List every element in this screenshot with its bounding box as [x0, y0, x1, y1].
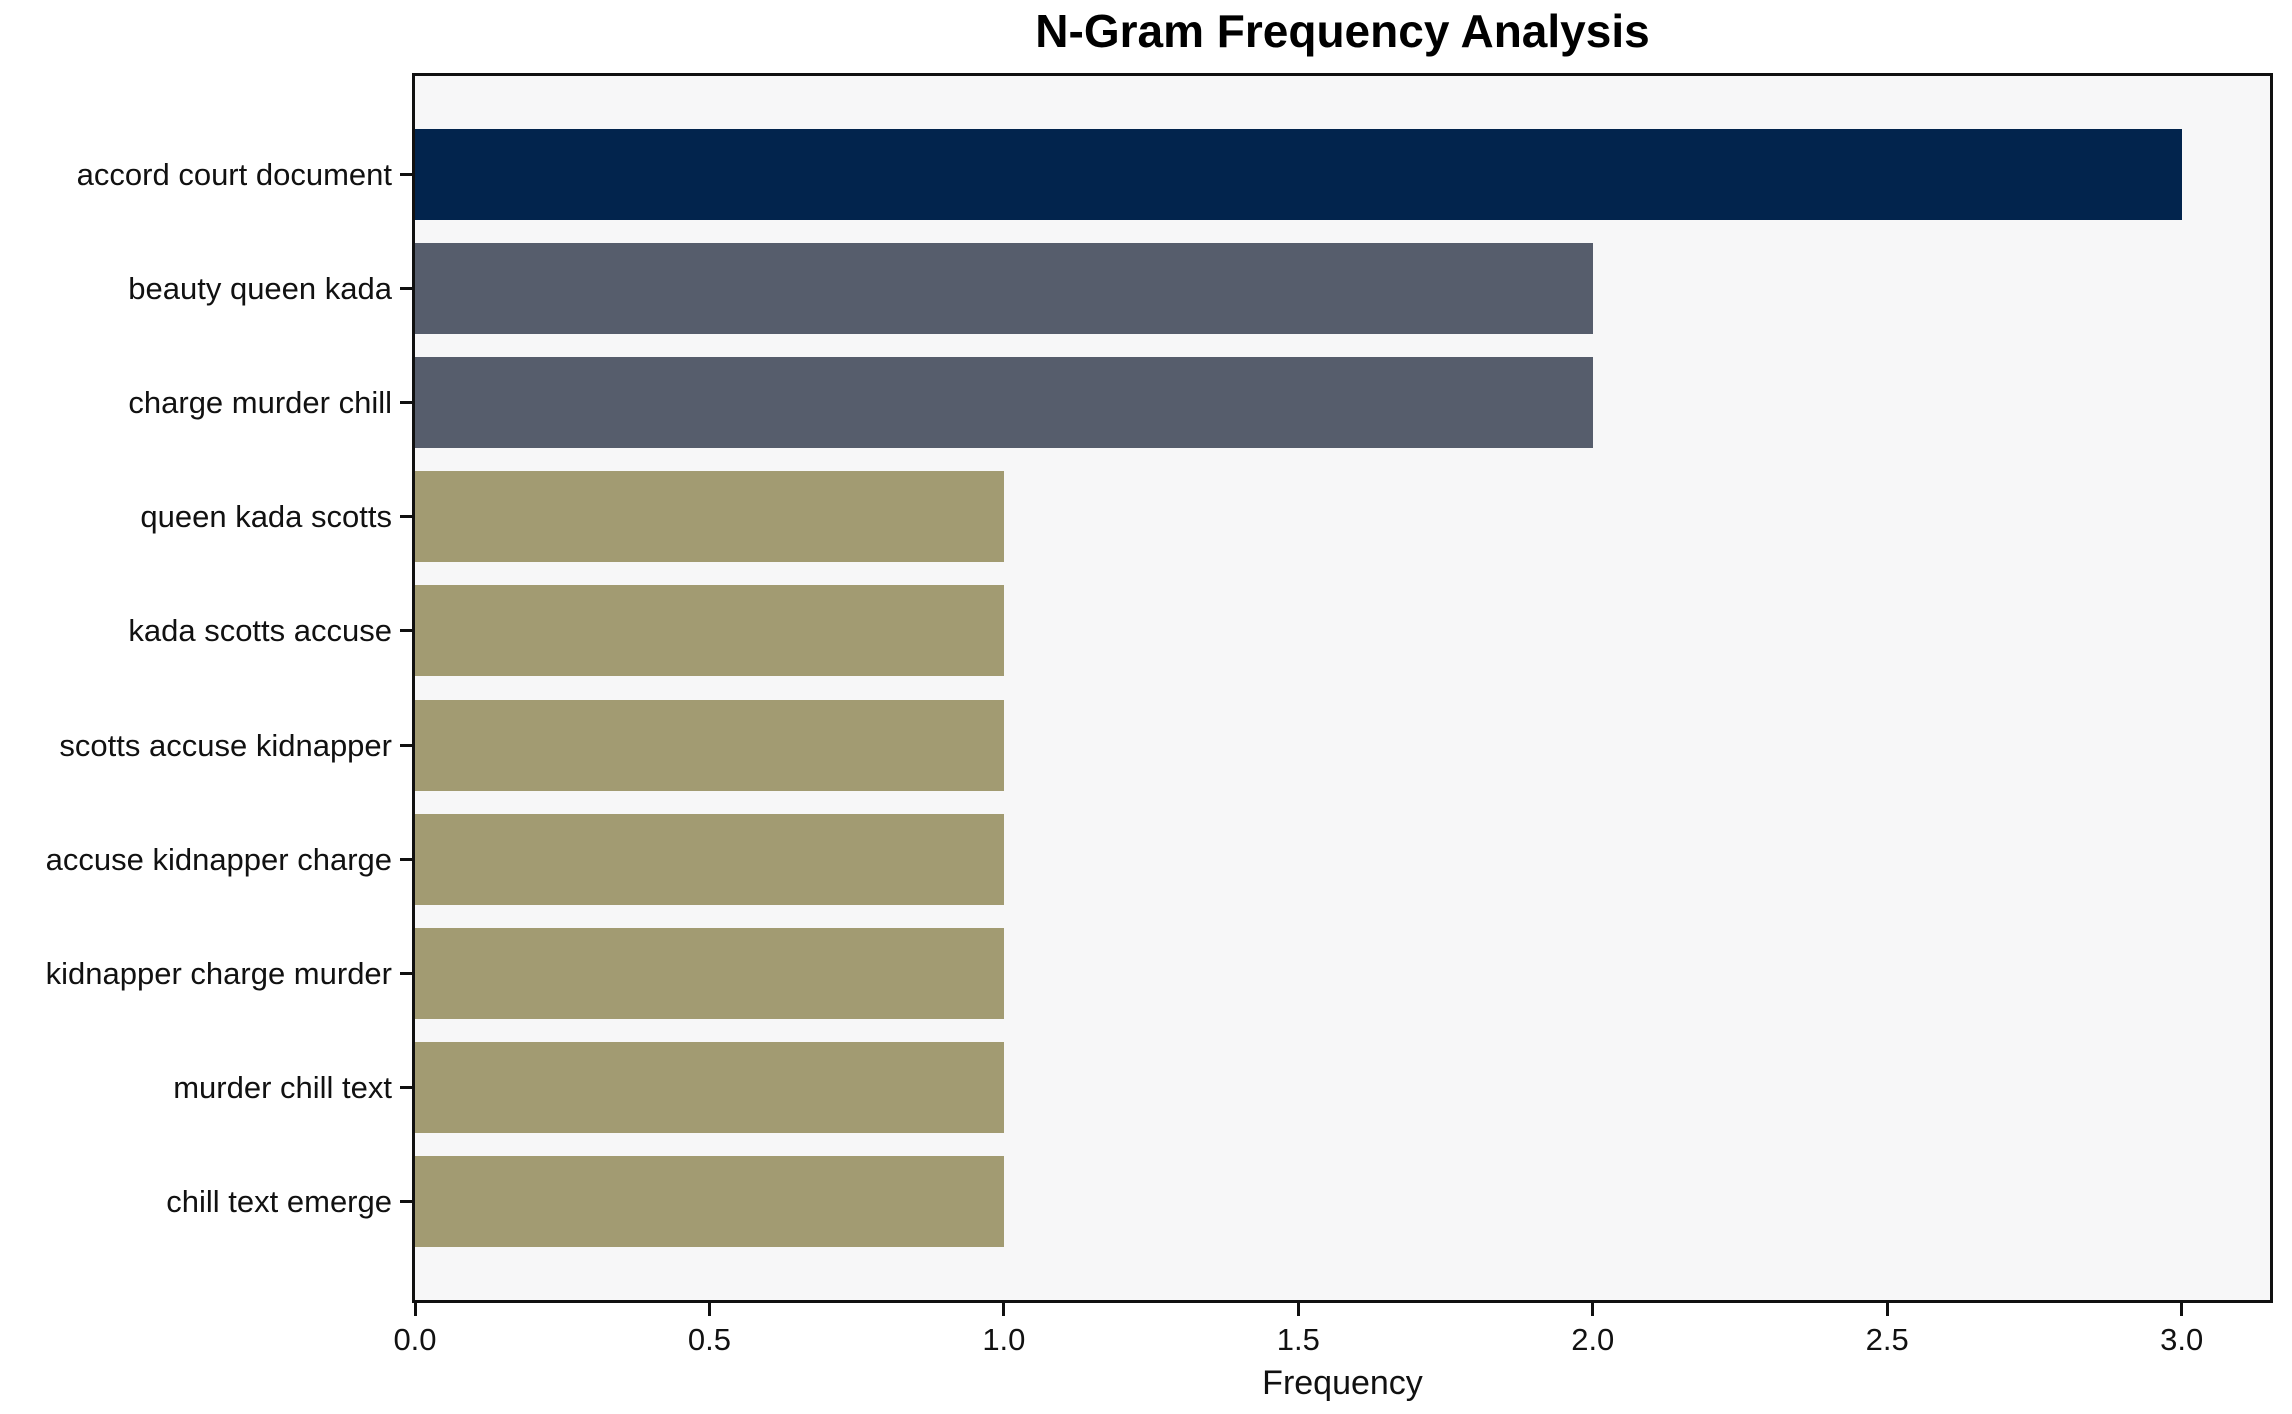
- bar-accord-court-document: [415, 129, 2182, 220]
- bar-beauty-queen-kada: [415, 243, 1593, 335]
- bar-kada-scotts-accuse: [415, 585, 1004, 677]
- y-tick-mark: [400, 857, 412, 861]
- y-tick-label: charge murder chill: [128, 385, 392, 421]
- bar-accuse-kidnapper-charge: [415, 813, 1004, 905]
- y-tick-label: accord court document: [76, 157, 392, 192]
- y-tick-mark: [400, 287, 412, 291]
- x-tick-label: 1.5: [1276, 1322, 1320, 1357]
- x-tick-mark: [2180, 1303, 2184, 1316]
- x-tick-mark: [1002, 1303, 1006, 1316]
- bar-chill-text-emerge: [415, 1155, 1004, 1247]
- y-tick-mark: [400, 971, 412, 975]
- chart-title: N-Gram Frequency Analysis: [1035, 5, 1650, 57]
- y-tick-label: chill text emerge: [166, 1183, 392, 1219]
- x-tick-label: 0.0: [393, 1322, 437, 1357]
- bar-kidnapper-charge-murder: [415, 927, 1004, 1019]
- y-tick-mark: [400, 515, 412, 519]
- y-tick-label: murder chill text: [173, 1069, 392, 1105]
- x-tick-label: 2.5: [1865, 1322, 1909, 1357]
- plot-area: [412, 73, 2273, 1303]
- x-tick-label: 3.0: [2160, 1322, 2204, 1357]
- y-tick-mark: [400, 629, 412, 633]
- bar-scotts-accuse-kidnapper: [415, 699, 1004, 791]
- x-axis-label: Frequency: [1262, 1364, 1423, 1402]
- y-tick-mark: [400, 743, 412, 747]
- bar-murder-chill-text: [415, 1041, 1004, 1133]
- x-tick-label: 0.5: [687, 1322, 731, 1357]
- x-tick-mark: [1591, 1303, 1595, 1316]
- x-tick-mark: [1885, 1303, 1889, 1316]
- y-tick-mark: [400, 1085, 412, 1089]
- y-tick-label: queen kada scotts: [140, 499, 392, 535]
- y-tick-label: scotts accuse kidnapper: [59, 727, 392, 763]
- y-tick-label: kada scotts accuse: [128, 613, 392, 649]
- y-tick-label: kidnapper charge murder: [45, 955, 392, 991]
- y-tick-mark: [400, 173, 412, 176]
- bar-charge-murder-chill: [415, 357, 1593, 449]
- x-tick-mark: [413, 1303, 417, 1316]
- y-tick-mark: [400, 1199, 412, 1203]
- x-tick-mark: [1296, 1303, 1300, 1316]
- x-tick-label: 1.0: [982, 1322, 1026, 1357]
- y-tick-label: beauty queen kada: [128, 271, 392, 307]
- x-tick-label: 2.0: [1571, 1322, 1615, 1357]
- y-tick-label: accuse kidnapper charge: [45, 841, 392, 877]
- bar-queen-kada-scotts: [415, 471, 1004, 563]
- y-tick-mark: [400, 401, 412, 405]
- x-tick-mark: [707, 1303, 711, 1316]
